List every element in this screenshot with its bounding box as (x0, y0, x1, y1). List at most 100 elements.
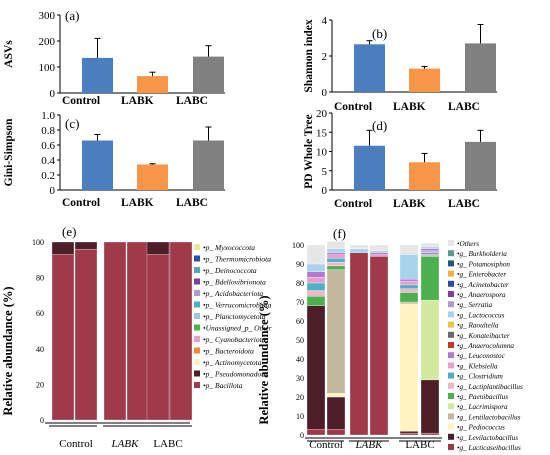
legend-swatch (448, 280, 454, 287)
y-axis-label: ASVs (3, 40, 15, 68)
legend-item: •g_ Raoultella (457, 322, 499, 330)
panel-label: (a) (65, 8, 79, 23)
legend-item: •p_ Myxococcota (203, 243, 255, 252)
stack-segment (306, 271, 326, 278)
legend-swatch (448, 382, 454, 389)
panel-label: (c) (65, 116, 79, 131)
group-label: LABK (355, 439, 384, 451)
stack-segment (306, 277, 326, 284)
y-axis-label: Gini-Simpson (3, 118, 15, 186)
stack-segment (399, 280, 419, 286)
legend-item: •p_ Planctomycetota (203, 312, 266, 321)
legend-item: •g_ Konateibacter (457, 332, 510, 340)
stack-segment (326, 269, 346, 394)
category-label: Control (62, 95, 100, 107)
y-tick-label: 70 (296, 298, 304, 307)
y-tick-label: 100 (39, 62, 56, 74)
bar-control (354, 145, 385, 190)
bar-labk (409, 68, 440, 92)
legend-item: •p_ Cyanobacteriota (203, 335, 266, 344)
stack-segment (169, 241, 193, 421)
stack-segment (326, 265, 346, 270)
legend-item: •g_ Burkholderia (457, 250, 507, 258)
y-tick-label: 10 (316, 147, 328, 159)
category-label: LABC (448, 198, 480, 210)
legend-item: •g_ Serratia (457, 301, 492, 309)
panel-label: (f) (333, 226, 346, 241)
panel-label: (b) (372, 26, 387, 41)
legend-item: •g_ Lacrimispora (457, 403, 508, 411)
legend-item: •p_ Actinomycetota (203, 358, 262, 367)
category-label: Control (334, 101, 372, 113)
stack-segment (326, 261, 346, 267)
y-tick-label: 20 (316, 108, 328, 120)
stack-segment (326, 241, 346, 249)
stack-segment (369, 244, 389, 251)
stack-segment (420, 256, 440, 301)
y-tick-label: 2 (322, 51, 328, 63)
legend-item: •g_ Potamosiphon (457, 260, 510, 268)
bar-labk (409, 162, 440, 190)
bar-labc (193, 56, 224, 93)
legend-swatch (194, 244, 200, 250)
stack-segment (420, 299, 440, 381)
y-tick-label: 1.0 (41, 110, 55, 122)
legend-item: •g_ Lentilactobacillus (457, 413, 521, 421)
stack-segment (74, 248, 98, 421)
legend-swatch (194, 382, 200, 388)
legend-swatch (448, 393, 454, 399)
stack-segment (326, 393, 346, 398)
legend-swatch (194, 313, 200, 319)
y-tick-label: 0.8 (41, 125, 55, 137)
stack-segment (399, 288, 419, 293)
legend-item: •g_ Anaerocolumna (457, 342, 514, 350)
panel-c: 0 0.2 0.4 0.6 0.8 1.0 Control LABK LABC Gini-Simp… (3, 110, 225, 209)
stack-segment (349, 252, 369, 436)
legend-item: •g_ Clostridium (457, 373, 503, 381)
panel-d: 0 5 10 15 20 Control LABK LABC PD Whole Tree (d) (303, 108, 497, 210)
legend-item: •g_ Klebsiella (457, 362, 498, 370)
legend-item: •g_ Pediococcus (457, 424, 505, 432)
y-tick-label: 0.6 (41, 140, 55, 152)
stack-segment (420, 379, 440, 434)
legend-item: •g_ Paenibacillus (457, 393, 508, 401)
legend-swatch (448, 321, 454, 328)
legend-swatch (194, 336, 200, 342)
legend-swatch (448, 423, 454, 430)
y-tick-label: 40 (296, 355, 304, 364)
y-tick-label: 90 (296, 260, 304, 269)
panel-a: 0 100 200 300 Control LABK LABC ASVs (a) (3, 8, 225, 107)
category-label: LABC (176, 95, 208, 107)
y-tick-label: 0 (300, 431, 304, 440)
y-axis-label: Relative abundance (%) (1, 286, 15, 415)
y-tick-label: 40 (36, 345, 44, 354)
legend-item: •p_ Pseudomonadota (203, 370, 267, 379)
y-tick-label: 20 (296, 393, 304, 402)
legend-swatch (194, 370, 200, 377)
stack-segment (369, 250, 389, 253)
legend-swatch (194, 290, 200, 296)
legend-swatch (194, 278, 200, 285)
category-label: LABC (448, 101, 480, 113)
y-tick-label: 4 (322, 15, 328, 27)
category-label: LABK (393, 101, 426, 113)
legend-swatch (194, 301, 200, 308)
legend-item: •g_ Lactiplantibacillus (457, 383, 523, 391)
y-tick-label: 100 (292, 241, 304, 250)
legend-swatch (448, 270, 454, 277)
stack-segment (146, 254, 170, 421)
stack-segment (369, 254, 389, 257)
stack-segment (369, 252, 389, 255)
y-tick-label: 50 (296, 336, 304, 345)
stack-segment (326, 429, 346, 436)
group-label: LABC (405, 439, 434, 451)
legend-item: •p_ Bacteroidota (203, 347, 254, 356)
legend-swatch (448, 403, 454, 410)
legend-item: •g_ Enterobacter (457, 271, 506, 279)
stack-segment (399, 292, 419, 303)
legend-swatch (194, 359, 200, 365)
stack-segment (326, 252, 346, 255)
legend-swatch (448, 260, 454, 267)
legend-swatch (448, 372, 454, 379)
stack-segment (306, 429, 326, 436)
